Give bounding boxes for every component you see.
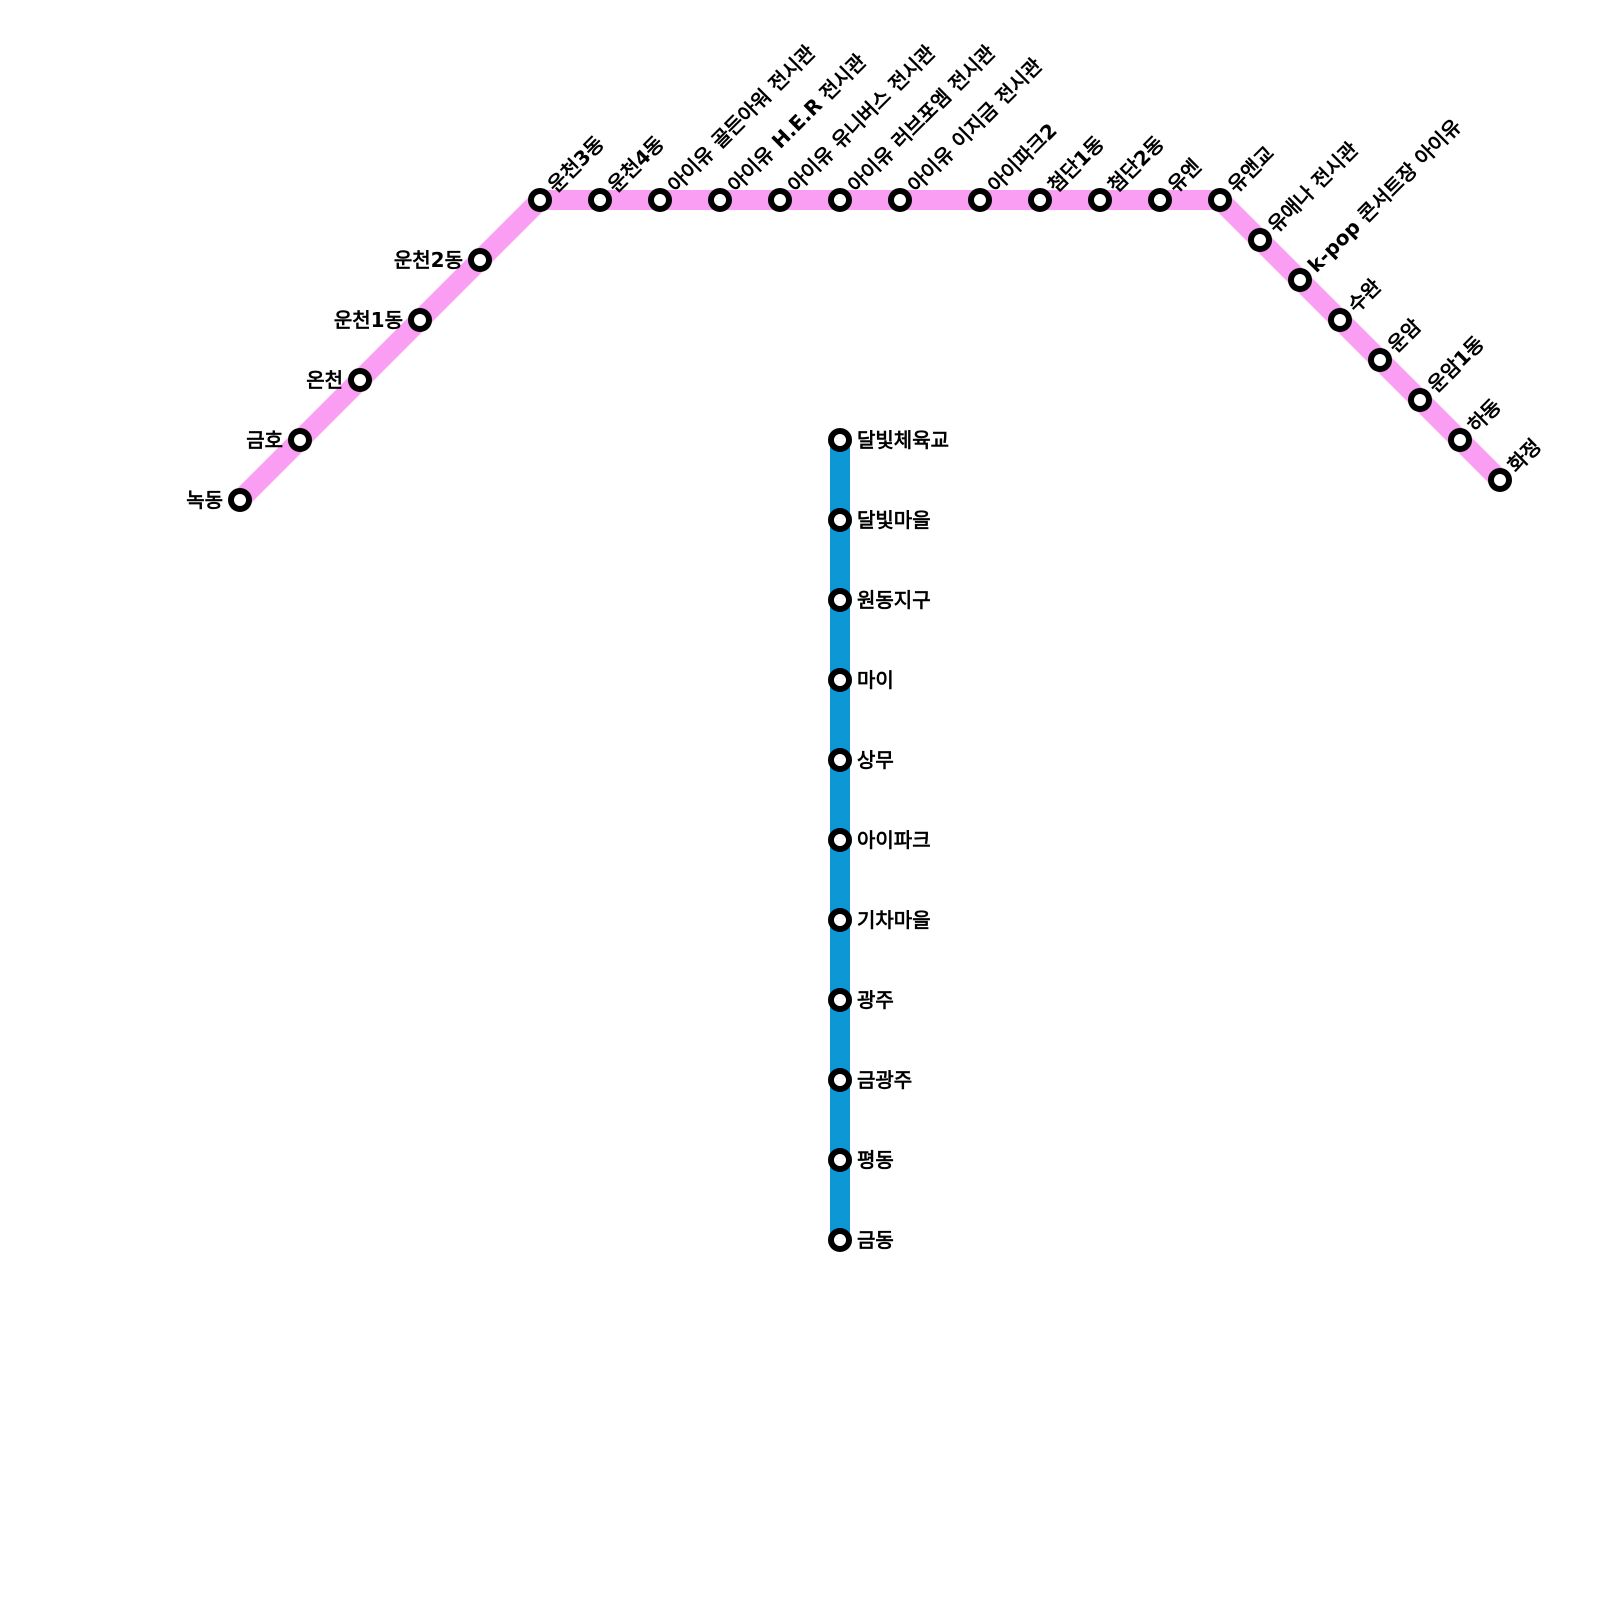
station-marker: [588, 188, 612, 212]
station-marker: [828, 1228, 852, 1252]
station-label: 운천2동: [394, 248, 463, 272]
station-marker: [1148, 188, 1172, 212]
station-marker: [1448, 428, 1472, 452]
station-marker: [1368, 348, 1392, 372]
station-marker: [828, 988, 852, 1012]
station-label: 금동: [857, 1228, 894, 1252]
station-label: 운천4동: [603, 131, 669, 197]
station-label: 달빛체육교: [857, 428, 949, 452]
station-marker: [348, 368, 372, 392]
station-marker: [1248, 228, 1272, 252]
station-marker: [828, 748, 852, 772]
station-marker: [648, 188, 672, 212]
station-marker: [828, 1148, 852, 1172]
station-label: 운암: [1383, 314, 1426, 357]
station-label: 운암1동: [1423, 331, 1489, 397]
station-label: 마이: [857, 668, 894, 692]
station-marker: [1328, 308, 1352, 332]
station-label: 수완: [1343, 274, 1386, 317]
station-marker: [828, 908, 852, 932]
station-marker: [1208, 188, 1232, 212]
station-label: 금광주: [857, 1068, 912, 1092]
station-marker: [468, 248, 492, 272]
station-label: 원동지구: [857, 588, 931, 612]
station-marker: [1288, 268, 1312, 292]
station-label: 운천3동: [543, 131, 609, 197]
station-marker: [528, 188, 552, 212]
station-marker: [768, 188, 792, 212]
station-label: 화정: [1503, 434, 1546, 477]
station-marker: [828, 668, 852, 692]
station-label: 아이파크: [857, 828, 931, 852]
station-marker: [828, 188, 852, 212]
station-marker: [1028, 188, 1052, 212]
station-marker: [828, 508, 852, 532]
station-marker: [228, 488, 252, 512]
station-label: 온천: [306, 368, 343, 392]
station-marker: [708, 188, 732, 212]
station-label: 첨단2동: [1103, 131, 1169, 197]
station-marker: [828, 828, 852, 852]
station-marker: [1408, 388, 1432, 412]
station-marker: [408, 308, 432, 332]
station-label: 상무: [857, 748, 894, 772]
station-marker: [828, 428, 852, 452]
station-label: 운천1동: [334, 308, 403, 332]
station-marker: [828, 588, 852, 612]
station-marker: [1088, 188, 1112, 212]
station-marker: [888, 188, 912, 212]
station-label: 기차마을: [857, 908, 931, 932]
station-label: 금호: [246, 428, 283, 452]
station-marker: [828, 1068, 852, 1092]
station-label: 하동: [1463, 394, 1506, 437]
station-label: k-pop 콘서트장 아이유: [1303, 114, 1466, 277]
station-marker: [288, 428, 312, 452]
metro-line-pink: [232, 190, 1508, 508]
station-label: 평동: [857, 1148, 894, 1172]
station-label: 유앤교: [1223, 141, 1279, 197]
station-label: 달빛마을: [857, 508, 931, 532]
station-marker: [968, 188, 992, 212]
station-marker: [1488, 468, 1512, 492]
station-label: 녹동: [186, 488, 223, 512]
station-label: 광주: [857, 988, 894, 1012]
